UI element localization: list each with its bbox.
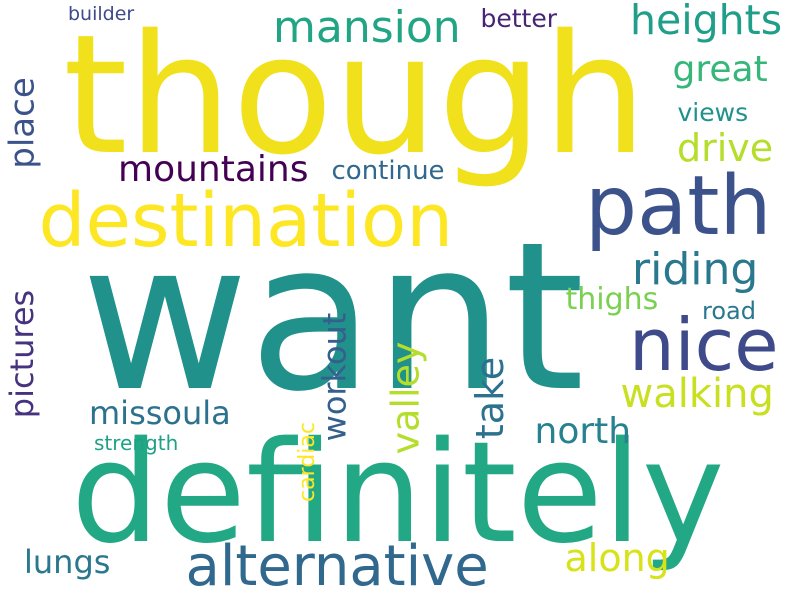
- word-views: views: [677, 97, 749, 127]
- word-missoula: missoula: [89, 394, 231, 432]
- word-cardiac: cardiac: [294, 422, 320, 502]
- word-want: want: [81, 198, 585, 437]
- word-thighs: thighs: [565, 282, 659, 317]
- word-walking: walking: [620, 371, 774, 417]
- word-path: path: [585, 159, 772, 254]
- word-mansion: mansion: [273, 2, 461, 53]
- word-pictures: pictures: [3, 289, 42, 419]
- word-definitely: definitely: [71, 412, 725, 575]
- word-better: better: [480, 3, 558, 33]
- word-riding: riding: [632, 244, 759, 295]
- word-though: though: [63, 0, 648, 191]
- word-strength: strength: [94, 431, 179, 455]
- word-along: along: [564, 536, 670, 580]
- word-north: north: [534, 411, 632, 452]
- word-workout: workout: [314, 312, 353, 442]
- word-mountains: mountains: [118, 149, 309, 190]
- word-take: take: [468, 356, 513, 440]
- word-drive: drive: [677, 126, 774, 170]
- word-place: place: [2, 77, 43, 169]
- word-continue: continue: [331, 156, 445, 186]
- word-lungs: lungs: [24, 543, 111, 581]
- word-road: road: [702, 297, 756, 325]
- word-alternative: alternative: [185, 534, 489, 599]
- word-nice: nice: [629, 303, 779, 387]
- word-heights: heights: [630, 0, 783, 44]
- word-builder: builder: [68, 2, 135, 25]
- word-valley: valley: [382, 341, 427, 455]
- word-great: great: [672, 49, 768, 90]
- word-destination: destination: [38, 178, 454, 264]
